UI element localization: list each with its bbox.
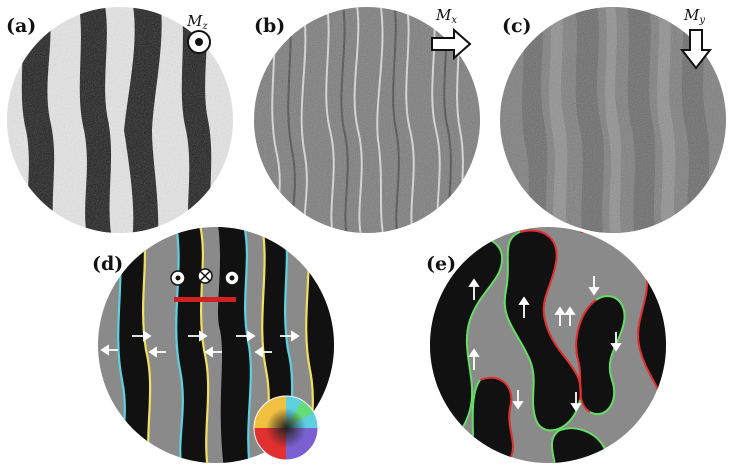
panel-d-label: (d) <box>92 253 123 275</box>
wall-arrow <box>564 306 576 326</box>
wall-arrow <box>148 346 166 358</box>
wall-arrow <box>518 296 530 318</box>
arrow-down-icon <box>679 29 713 70</box>
panel-e-label: (e) <box>426 253 456 275</box>
wall-arrow <box>588 276 600 296</box>
wall-arrow <box>280 330 300 342</box>
panel-a-label: (a) <box>6 15 36 37</box>
wall-arrow <box>100 344 118 356</box>
panel-e-image <box>430 227 666 463</box>
wall-arrow <box>512 390 524 410</box>
wall-arrow <box>554 306 566 326</box>
wall-arrow <box>188 330 208 342</box>
panel-b-label: (b) <box>254 15 285 37</box>
wall-arrow <box>254 346 272 358</box>
panel-c-mag-label: My <box>683 6 705 26</box>
wall-arrow <box>468 348 480 370</box>
wall-arrow <box>204 346 222 358</box>
color-wheel <box>253 395 319 461</box>
arrow-right-icon <box>431 27 472 61</box>
wall-arrow <box>570 392 582 412</box>
scale-bar <box>174 297 236 302</box>
cross-icon <box>197 268 213 284</box>
wall-arrow <box>236 330 256 342</box>
panel-a-mag-label: Mz <box>186 12 208 32</box>
panel-d: (d) <box>92 227 334 463</box>
panel-a: (a) Mz <box>6 7 233 233</box>
dot-icon <box>170 270 186 286</box>
panel-e: (e) <box>426 227 666 463</box>
dot-icon <box>224 270 240 286</box>
panel-c: (c) My <box>500 6 726 233</box>
wall-arrow <box>610 332 622 352</box>
wall-arrow <box>468 278 480 300</box>
out-of-plane-dot-icon <box>187 30 211 54</box>
panel-b: (b) Mx <box>254 6 480 233</box>
wall-arrow <box>132 330 152 342</box>
panel-c-image <box>500 7 726 233</box>
panel-c-label: (c) <box>502 15 532 37</box>
panel-b-mag-label: Mx <box>435 6 457 26</box>
